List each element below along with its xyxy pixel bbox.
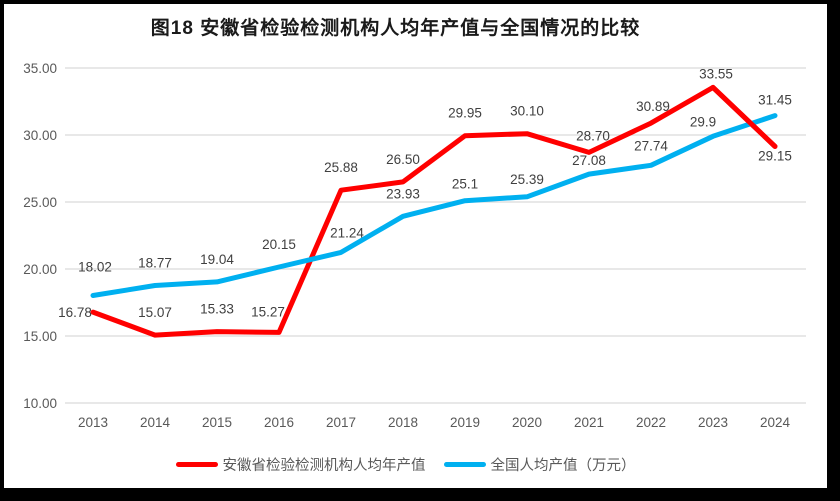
data-label: 29.9 (690, 114, 716, 129)
data-label: 27.74 (634, 138, 668, 153)
x-axis-label: 2024 (760, 415, 791, 430)
x-axis-label: 2021 (574, 415, 604, 430)
data-label: 25.1 (452, 177, 478, 192)
data-label: 15.27 (251, 304, 285, 319)
y-axis-tick-label: 20.00 (23, 262, 57, 277)
x-axis-label: 2019 (450, 415, 480, 430)
legend-item-anhui: 安徽省检验检测机构人均年产值 (175, 454, 426, 475)
x-axis-label: 2014 (140, 415, 171, 430)
data-label: 15.33 (200, 302, 234, 317)
data-label: 16.78 (58, 305, 92, 320)
national-series-line (90, 113, 778, 298)
x-axis-label: 2017 (326, 415, 356, 430)
x-axis-label: 2015 (202, 415, 232, 430)
x-axis-label: 2022 (636, 415, 666, 430)
x-axis-label: 2023 (698, 415, 728, 430)
y-axis-tick-label: 10.00 (23, 396, 57, 411)
data-label: 28.70 (576, 128, 610, 143)
data-label: 21.24 (330, 225, 364, 240)
y-axis-tick-label: 25.00 (23, 195, 57, 210)
blue-line-swatch (443, 461, 486, 467)
y-axis-tick-label: 30.00 (23, 128, 57, 143)
anhui-series-line (90, 84, 778, 338)
data-label: 29.95 (448, 106, 482, 121)
data-label: 20.15 (262, 237, 296, 252)
data-label: 25.39 (510, 172, 544, 187)
chart-canvas: 图18 安徽省检验检测机构人均年产值与全国情况的比较 35.00 30.00 25.… (4, 4, 827, 488)
x-axis-label: 2016 (264, 415, 294, 430)
data-label: 27.08 (572, 153, 606, 168)
x-axis-label: 2013 (78, 415, 108, 430)
data-label: 29.15 (758, 148, 792, 163)
y-axis-tick-label: 15.00 (23, 329, 57, 344)
data-label: 31.45 (758, 93, 792, 108)
data-label: 33.55 (699, 66, 733, 81)
data-label: 18.77 (138, 256, 172, 271)
line-chart: 35.00 30.00 25.00 20.00 15.00 10.00 2013 2014 20… (23, 61, 806, 430)
overlay-segment (710, 84, 778, 149)
y-axis-tick-label: 35.00 (23, 61, 57, 76)
data-label: 19.04 (200, 252, 234, 267)
data-label: 15.07 (138, 305, 172, 320)
legend-item-national: 全国人均产值（万元） (443, 454, 636, 475)
legend-label-national: 全国人均产值（万元） (490, 457, 636, 474)
data-label: 26.50 (386, 152, 420, 167)
data-label: 18.02 (78, 260, 112, 275)
data-label: 30.10 (510, 104, 544, 119)
x-axis-label: 2018 (388, 415, 418, 430)
red-line-swatch (175, 461, 218, 467)
data-label: 23.93 (386, 186, 420, 201)
chart-title: 图18 安徽省检验检测机构人均年产值与全国情况的比较 (150, 18, 641, 39)
data-label: 25.88 (324, 160, 358, 175)
chart-legend: 安徽省检验检测机构人均年产值 全国人均产值（万元） (4, 452, 807, 476)
data-label: 30.89 (636, 99, 670, 114)
x-axis-label: 2020 (512, 415, 542, 430)
legend-label-anhui: 安徽省检验检测机构人均年产值 (222, 457, 426, 474)
